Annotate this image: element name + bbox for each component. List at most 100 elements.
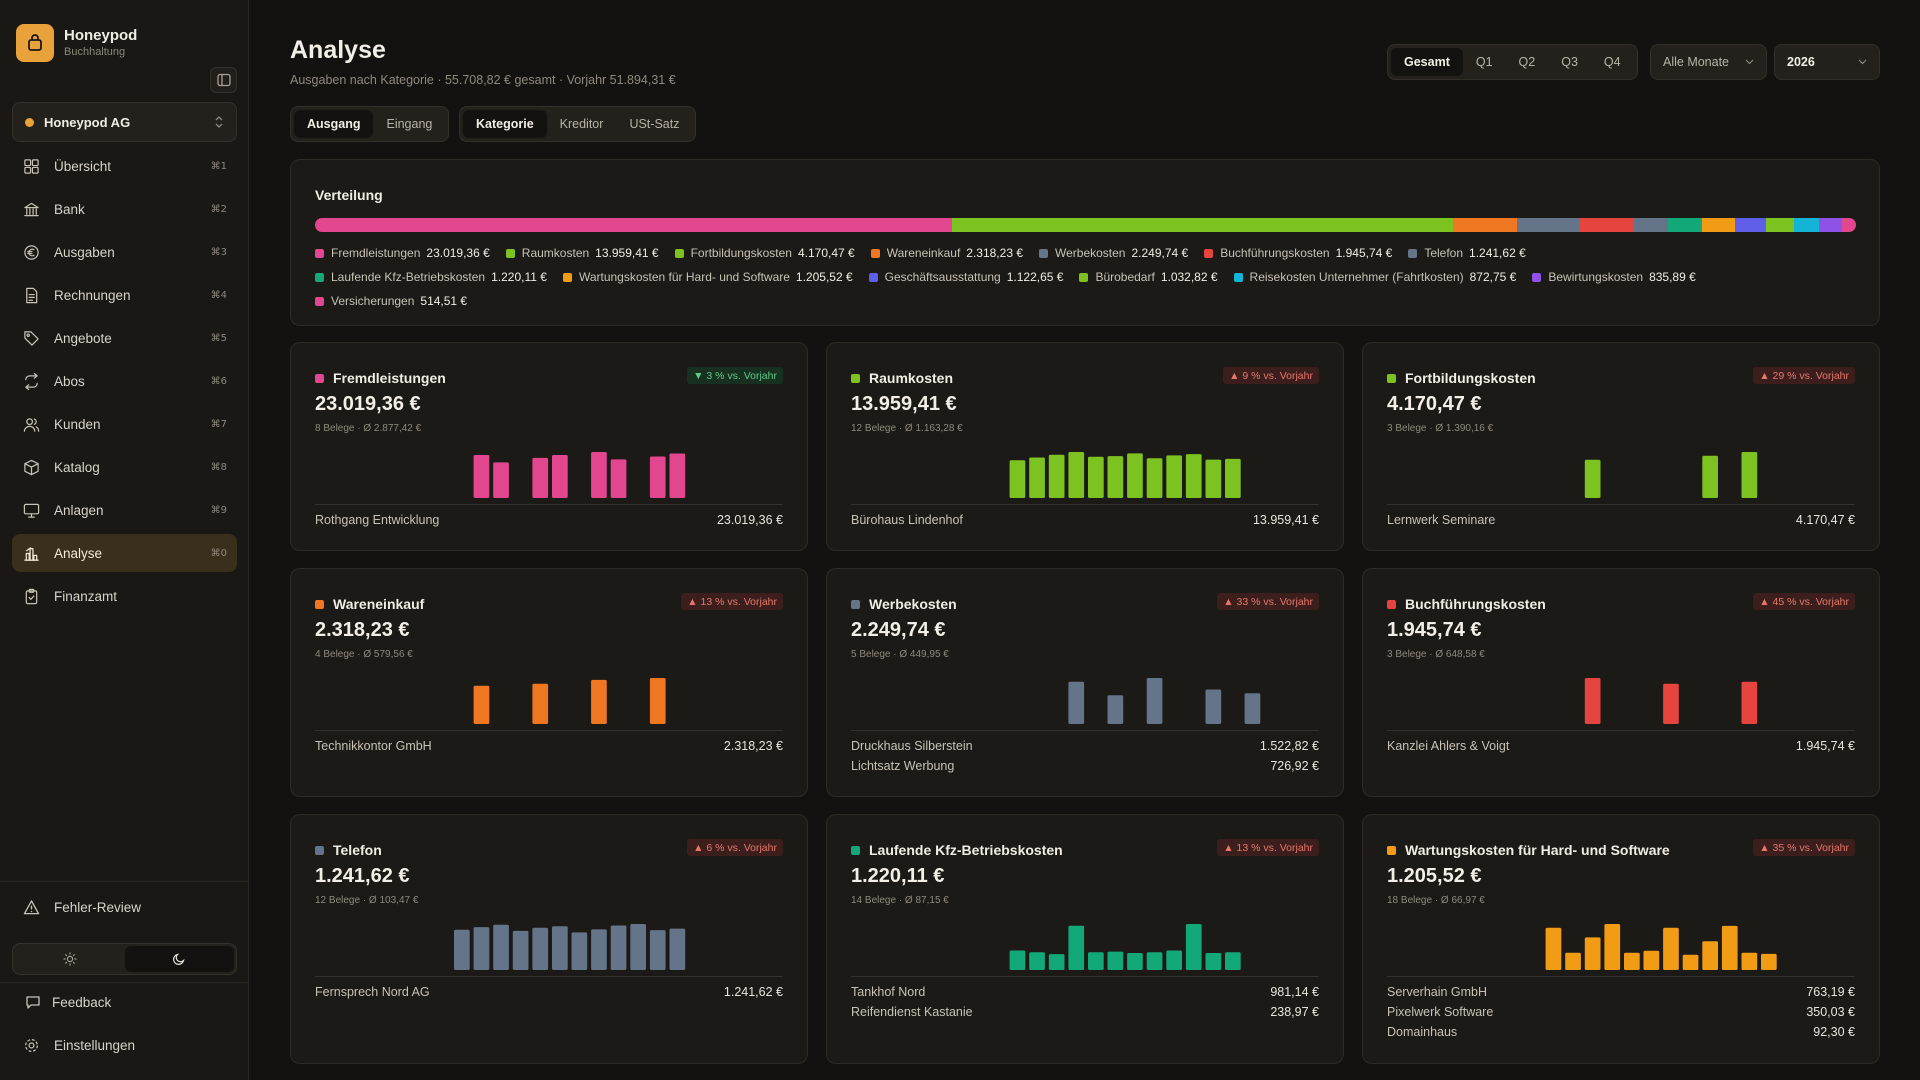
chart-bar[interactable] — [649, 456, 666, 499]
chart-bar[interactable] — [1225, 952, 1241, 970]
legend-item[interactable]: Versicherungen 514,51 € — [315, 293, 467, 309]
nav-item-analyse[interactable]: Analyse ⌘0 — [12, 534, 237, 572]
chart-bar[interactable] — [1009, 460, 1026, 498]
legend-item[interactable]: Raumkosten 13.959,41 € — [505, 245, 659, 261]
nav-item-finanzamt[interactable]: Finanzamt — [12, 577, 237, 615]
legend-item[interactable]: Bewirtungskosten 835,89 € — [1532, 269, 1696, 285]
distribution-segment[interactable] — [1794, 218, 1819, 232]
period-option-q4[interactable]: Q4 — [1603, 55, 1621, 69]
chart-bar[interactable] — [1663, 683, 1679, 724]
legend-item[interactable]: Buchführungskosten 1.945,74 € — [1204, 245, 1392, 261]
vendor-row[interactable]: Druckhaus Silberstein 1.522,82 € — [851, 736, 1319, 756]
chart-bar[interactable] — [1721, 925, 1738, 970]
chart-bar[interactable] — [1741, 952, 1758, 970]
chart-bar[interactable] — [1029, 952, 1045, 970]
chart-bar[interactable] — [1146, 678, 1163, 724]
nav-item-feedback[interactable]: Feedback — [12, 983, 237, 1021]
chart-bar[interactable] — [1146, 458, 1163, 498]
chart-bar[interactable] — [1048, 454, 1065, 498]
chart-bar[interactable] — [1205, 459, 1222, 498]
legend-item[interactable]: Fremdleistungen 23.019,36 € — [315, 245, 490, 261]
chart-bar[interactable] — [1107, 951, 1124, 970]
direction-option-ausgang[interactable]: Ausgang — [294, 110, 374, 138]
chart-bar[interactable] — [649, 678, 666, 724]
nav-item-einstellungen[interactable]: Einstellungen — [12, 1026, 237, 1064]
vendor-row[interactable]: Pixelwerk Software 350,03 € — [1387, 1002, 1855, 1022]
nav-item-rechnungen[interactable]: Rechnungen ⌘4 — [12, 276, 237, 314]
vendor-row[interactable]: Serverhain GmbH 763,19 € — [1387, 982, 1855, 1002]
chart-bar[interactable] — [1761, 953, 1777, 970]
chart-bar[interactable] — [1127, 453, 1143, 498]
distribution-segment[interactable] — [1765, 218, 1795, 232]
vendor-row[interactable]: Technikkontor GmbH 2.318,23 € — [315, 736, 783, 756]
chart-bar[interactable] — [1741, 452, 1758, 498]
chart-bar[interactable] — [1643, 950, 1660, 970]
chart-bar[interactable] — [1205, 689, 1222, 725]
category-card[interactable]: Werbekosten ▲ 33 % vs. Vorjahr 2.249,74 € 5… — [826, 568, 1344, 797]
legend-item[interactable]: Wartungskosten für Hard- und Software 1.2… — [562, 269, 853, 285]
chart-bar[interactable] — [1545, 927, 1562, 970]
category-card[interactable]: Telefon ▲ 6 % vs. Vorjahr 1.241,62 € 12 Bel… — [290, 814, 808, 1064]
vendor-row[interactable]: Fernsprech Nord AG 1.241,62 € — [315, 982, 783, 1002]
vendor-row[interactable]: Tankhof Nord 981,14 € — [851, 982, 1319, 1002]
direction-option-eingang[interactable]: Eingang — [386, 117, 433, 131]
chart-bar[interactable] — [473, 685, 490, 724]
distribution-segment[interactable] — [1734, 218, 1766, 232]
chart-bar[interactable] — [630, 924, 646, 970]
chart-bar[interactable] — [1088, 456, 1104, 498]
category-card[interactable]: Wareneinkauf ▲ 13 % vs. Vorjahr 2.318,23 €… — [290, 568, 808, 797]
vendor-row[interactable]: Domainhaus 92,30 € — [1387, 1022, 1855, 1042]
distribution-segment[interactable] — [1633, 218, 1668, 232]
brand[interactable]: Honeypod Buchhaltung — [0, 0, 248, 70]
dark-theme-button[interactable] — [124, 946, 234, 972]
chart-bar[interactable] — [1584, 459, 1601, 498]
period-option-gesamt[interactable]: Gesamt — [1391, 48, 1463, 76]
nav-item-bank[interactable]: Bank ⌘2 — [12, 190, 237, 228]
period-option-q3[interactable]: Q3 — [1561, 55, 1578, 69]
chart-bar[interactable] — [591, 452, 607, 498]
distribution-segment[interactable] — [1818, 218, 1842, 232]
vendor-row[interactable]: Kanzlei Ahlers & Voigt 1.945,74 € — [1387, 736, 1855, 756]
chart-bar[interactable] — [473, 455, 490, 498]
grouping-option-kategorie[interactable]: Kategorie — [463, 110, 547, 138]
light-theme-button[interactable] — [15, 946, 125, 972]
legend-item[interactable]: Geschäftsausstattung 1.122,65 € — [868, 269, 1063, 285]
org-switcher[interactable]: Honeypod AG — [12, 102, 237, 142]
distribution-segment[interactable] — [315, 218, 952, 232]
legend-item[interactable]: Laufende Kfz-Betriebskosten 1.220,11 € — [315, 269, 547, 285]
chart-bar[interactable] — [669, 453, 686, 499]
nav-item-angebote[interactable]: Angebote ⌘5 — [12, 319, 237, 357]
chart-bar[interactable] — [591, 929, 607, 970]
year-select[interactable]: 2026 — [1774, 44, 1880, 80]
legend-item[interactable]: Wareneinkauf 2.318,23 € — [870, 245, 1023, 261]
chart-bar[interactable] — [1225, 458, 1241, 498]
chart-bar[interactable] — [1166, 455, 1182, 498]
chart-bar[interactable] — [493, 462, 509, 498]
grouping-option-ust-satz[interactable]: USt-Satz — [629, 117, 680, 131]
vendor-row[interactable]: Rothgang Entwicklung 23.019,36 € — [315, 510, 783, 530]
chart-bar[interactable] — [1205, 953, 1222, 970]
period-option-q2[interactable]: Q2 — [1518, 55, 1536, 69]
chart-bar[interactable] — [1244, 693, 1261, 724]
nav-item-fehler-review[interactable]: Fehler-Review — [12, 888, 237, 926]
chart-bar[interactable] — [571, 932, 588, 970]
nav-item-abos[interactable]: Abos ⌘6 — [12, 362, 237, 400]
chart-bar[interactable] — [532, 927, 549, 970]
distribution-segment[interactable] — [951, 218, 1338, 232]
chart-bar[interactable] — [1604, 924, 1621, 970]
category-card[interactable]: Buchführungskosten ▲ 45 % vs. Vorjahr 1.94… — [1362, 568, 1880, 797]
chart-bar[interactable] — [1068, 681, 1085, 724]
category-card[interactable]: Raumkosten ▲ 9 % vs. Vorjahr 13.959,41 € 12… — [826, 342, 1344, 551]
chart-bar[interactable] — [591, 679, 607, 724]
chart-bar[interactable] — [1682, 954, 1699, 970]
period-option-q1[interactable]: Q1 — [1475, 55, 1493, 69]
month-select[interactable]: Alle Monate — [1650, 44, 1767, 80]
distribution-segment[interactable] — [1453, 218, 1518, 232]
chart-bar[interactable] — [1009, 950, 1026, 971]
chart-bar[interactable] — [1048, 954, 1065, 970]
distribution-segment[interactable] — [1701, 218, 1735, 232]
chart-bar[interactable] — [1068, 925, 1085, 970]
chart-bar[interactable] — [1741, 681, 1758, 724]
chart-bar[interactable] — [1146, 952, 1163, 970]
chart-bar[interactable] — [1029, 457, 1045, 499]
